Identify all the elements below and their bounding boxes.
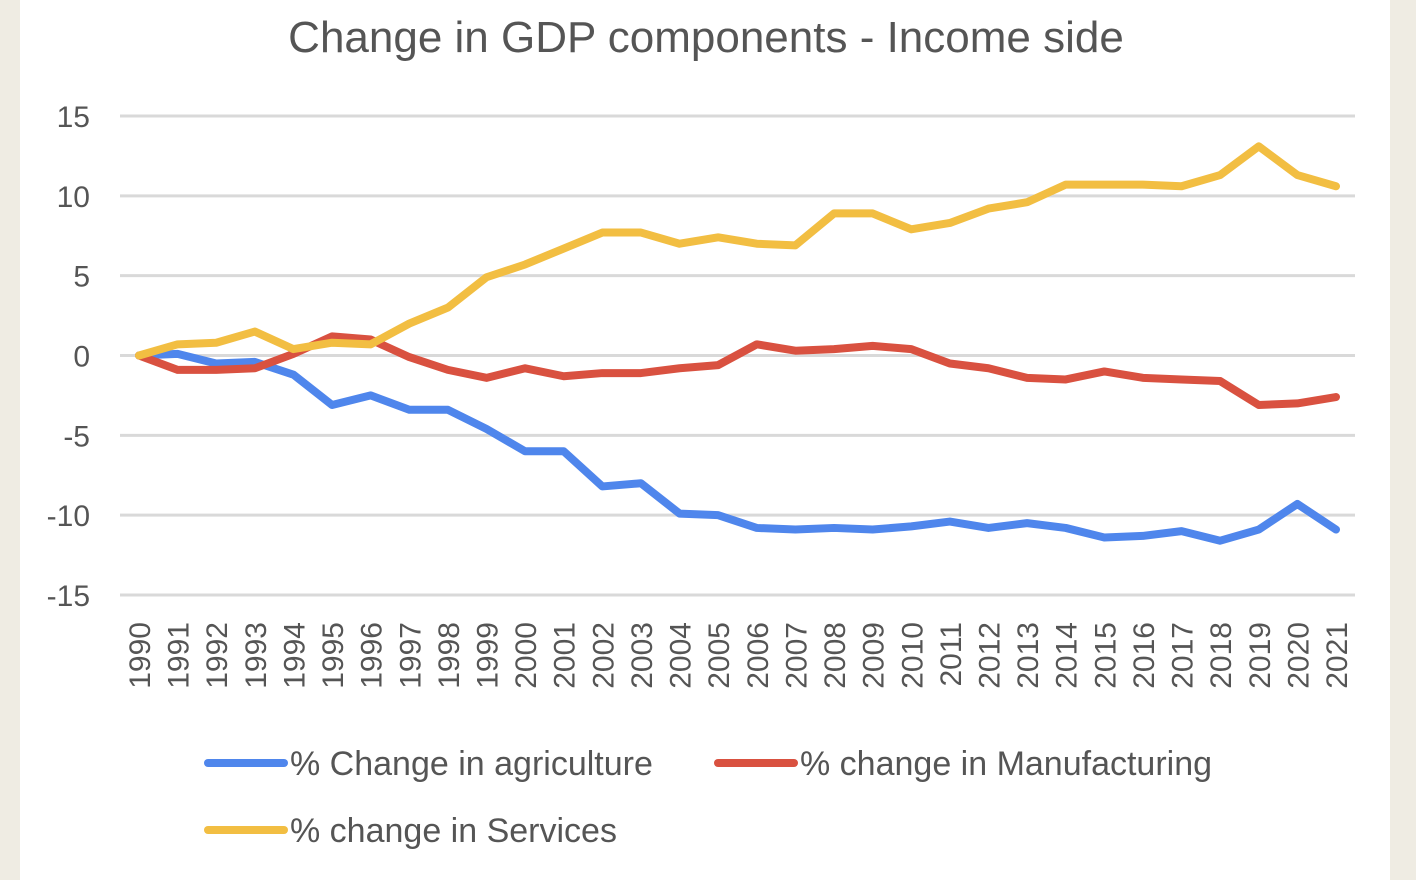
x-tick-label: 2011: [935, 622, 968, 687]
x-tick-label: 2009: [858, 622, 891, 689]
x-tick-label: 2000: [510, 622, 543, 689]
x-tick-label: 2016: [1128, 622, 1161, 689]
x-tick-label: 2007: [780, 622, 813, 689]
y-tick-label: -15: [47, 580, 90, 613]
y-tick-label: 15: [57, 101, 90, 134]
x-tick-label: 2020: [1282, 622, 1315, 689]
x-tick-label: 2019: [1244, 622, 1277, 689]
x-tick-label: 2010: [896, 622, 929, 689]
x-tick-label: 1993: [240, 622, 273, 689]
y-tick-label: -5: [63, 420, 90, 453]
x-tick-label: 2015: [1089, 622, 1122, 689]
x-tick-label: 2017: [1167, 622, 1200, 689]
y-tick-label: -10: [47, 500, 90, 533]
x-tick-label: 1990: [124, 622, 157, 689]
x-tick-label: 2014: [1051, 622, 1084, 689]
legend-label: % change in Services: [290, 812, 617, 850]
x-tick-label: 2004: [665, 622, 698, 689]
x-tick-label: 1999: [472, 622, 505, 689]
y-tick-label: 5: [73, 261, 90, 294]
x-tick-label: 2018: [1205, 622, 1238, 689]
x-tick-label: 1991: [163, 622, 196, 689]
x-tick-label: 2013: [1012, 622, 1045, 689]
y-tick-label: 0: [73, 341, 90, 374]
x-tick-label: 2006: [742, 622, 775, 689]
x-tick-label: 1998: [433, 622, 466, 689]
x-tick-label: 1995: [317, 622, 350, 689]
y-tick-label: 10: [57, 181, 90, 214]
series-line: [135, 349, 1340, 545]
x-tick-label: 2008: [819, 622, 852, 689]
legend-label: % Change in agriculture: [290, 745, 653, 783]
x-tick-label: 2001: [549, 622, 582, 689]
x-tick-label: 2003: [626, 622, 659, 689]
series-line: [135, 332, 1340, 409]
legend-label: % change in Manufacturing: [800, 745, 1212, 783]
x-tick-label: 1994: [278, 622, 311, 689]
series-line: [135, 142, 1340, 360]
x-tick-label: 1996: [356, 622, 389, 689]
x-tick-label: 1997: [394, 622, 427, 689]
x-tick-label: 2002: [587, 622, 620, 689]
x-tick-label: 2005: [703, 622, 736, 689]
x-tick-label: 2021: [1321, 622, 1354, 689]
chart-card: [20, 0, 1390, 880]
x-tick-label: 2012: [973, 622, 1006, 689]
x-tick-label: 1992: [201, 622, 234, 689]
chart-title: Change in GDP components - Income side: [288, 13, 1124, 62]
